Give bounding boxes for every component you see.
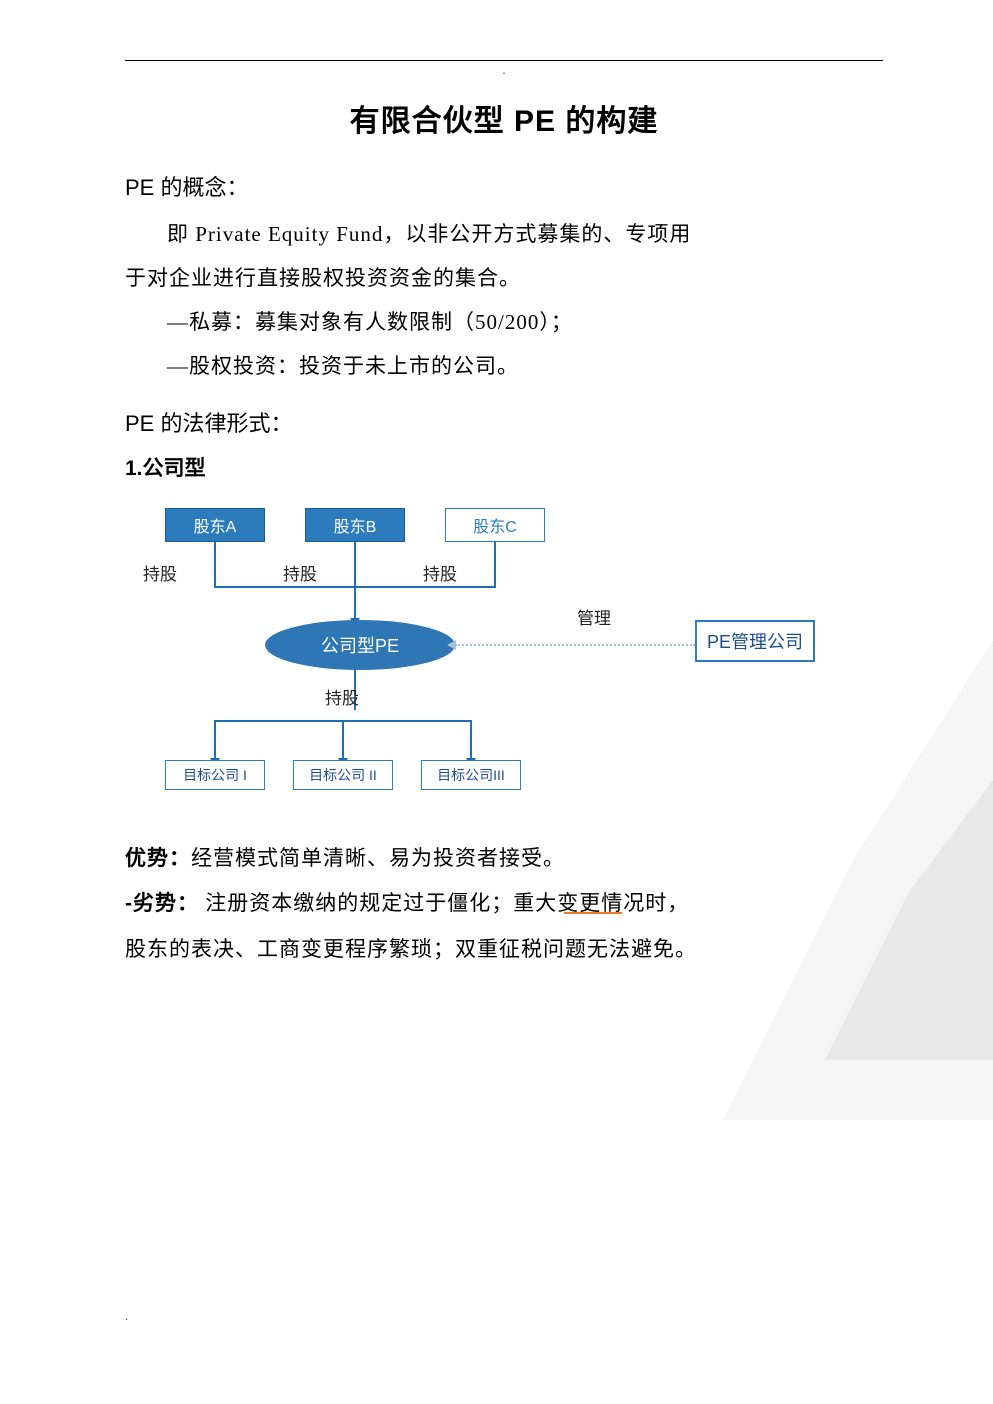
disadvantage-line2: 股东的表决、工商变更程序繁琐；双重征税问题无法避免。: [125, 927, 883, 971]
sh-down-line-2: [494, 542, 496, 586]
heading-concept: PE 的概念：: [125, 170, 883, 202]
bullet-equity: —股权投资：投资于未上市的公司。: [125, 344, 883, 388]
sh-to-center-line: [354, 586, 356, 620]
mgmt-company-box: PE管理公司: [695, 620, 815, 662]
center-ellipse: 公司型PE: [265, 620, 455, 670]
shareholder-box-2: 股东C: [445, 508, 545, 542]
sh-down-line-0: [214, 542, 216, 586]
sh-down-line-1: [354, 542, 356, 586]
target-down-line-0: [214, 720, 216, 760]
page-content: . 有限合伙型 PE 的构建 PE 的概念： 即 Private Equity …: [0, 0, 993, 1031]
diagram-company-pe: 股东A股东B股东C持股持股持股公司型PE管理PE管理公司持股目标公司 I目标公司…: [125, 508, 883, 818]
heading-legal-form: PE 的法律形式：: [125, 406, 883, 438]
disadvantage-line1: -劣势： 注册资本缴纳的规定过于僵化；重大变更情况时，: [125, 881, 883, 926]
disadvantage-label: -劣势：: [125, 892, 199, 915]
footer-dot: .: [125, 1309, 128, 1324]
mgmt-label: 管理: [577, 604, 611, 629]
concept-para-line1: 即 Private Equity Fund，以非公开方式募集的、专项用: [125, 212, 883, 256]
hold-label-2: 持股: [423, 560, 457, 585]
page-title: 有限合伙型 PE 的构建: [125, 96, 883, 140]
target-down-line-1: [342, 720, 344, 760]
shareholder-box-1: 股东B: [305, 508, 405, 542]
target-company-box-1: 目标公司 II: [293, 760, 393, 790]
decorative-underline: [564, 912, 622, 914]
hold-label-bottom: 持股: [325, 684, 359, 709]
concept-para-line2: 于对企业进行直接股权投资资金的集合。: [125, 256, 883, 300]
shareholder-box-0: 股东A: [165, 508, 265, 542]
target-company-box-0: 目标公司 I: [165, 760, 265, 790]
hold-label-0: 持股: [143, 560, 177, 585]
target-company-box-2: 目标公司III: [421, 760, 521, 790]
bullet-private: —私募：募集对象有人数限制（50/200）；: [125, 300, 883, 344]
heading-type1: 1.公司型: [125, 452, 883, 482]
advantage-label: 优势：: [125, 847, 191, 870]
arrow-mgmt-left: [447, 640, 456, 650]
advantage-text: 经营模式简单清晰、易为投资者接受。: [191, 846, 565, 870]
hold-label-1: 持股: [283, 560, 317, 585]
target-down-line-2: [470, 720, 472, 760]
header-dot: .: [125, 63, 883, 78]
advantage-line: 优势：经营模式简单清晰、易为投资者接受。: [125, 836, 883, 881]
top-rule: [125, 60, 883, 61]
dotted-mgmt-line: [455, 644, 695, 646]
